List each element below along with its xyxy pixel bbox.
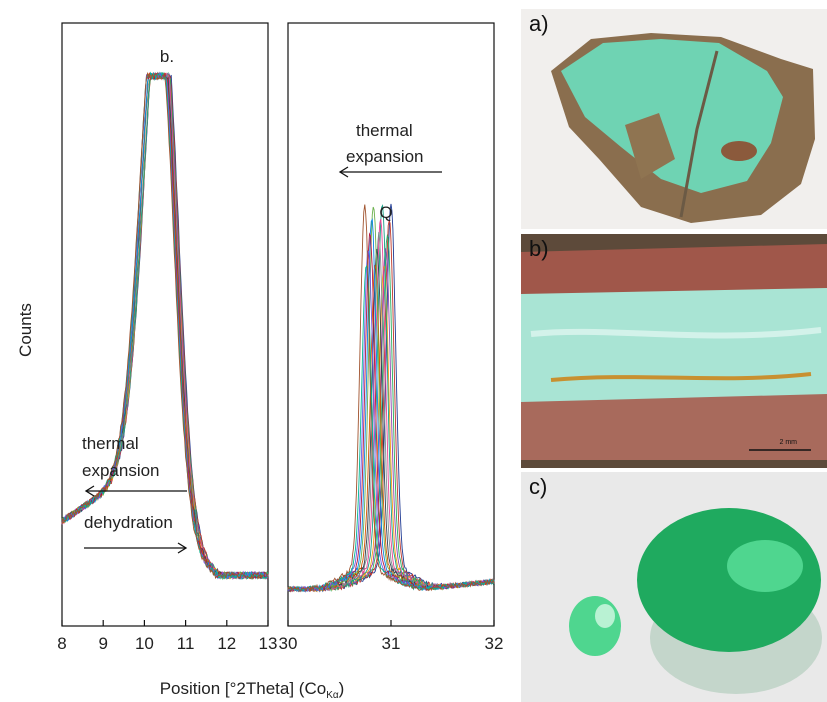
x-tick-label: 31 bbox=[382, 634, 401, 653]
x-tick-label: 10 bbox=[135, 634, 154, 653]
photo-c-large-gem-highlight bbox=[727, 540, 803, 592]
photo-c-gemstones: c) bbox=[521, 472, 827, 702]
left-series-line bbox=[61, 71, 269, 580]
left-plot-frame bbox=[61, 22, 269, 627]
x-axis-label-main: Position [°2Theta] (Co bbox=[160, 679, 327, 698]
x-axis-label: Position [°2Theta] (CoKα) bbox=[160, 679, 345, 701]
photo-c-small-gem-highlight bbox=[595, 604, 615, 628]
right-annotation-thermal: thermal bbox=[356, 121, 413, 140]
x-tick-label: 32 bbox=[485, 634, 504, 653]
photo-c-small-gem bbox=[569, 596, 621, 656]
photo-a-label: a) bbox=[529, 11, 549, 36]
photo-b-vein-streak bbox=[530, 327, 822, 339]
left-annotation-dehydration: dehydration bbox=[84, 513, 173, 532]
left-panel: b. thermal expansion dehydration 8 9 10 11 1… bbox=[57, 22, 277, 653]
left-arrow-left-icon bbox=[84, 485, 187, 497]
right-peak-label: Q bbox=[379, 203, 392, 222]
photo-a-inclusion bbox=[625, 113, 675, 179]
photo-a-mineral-specimen: a) bbox=[521, 9, 827, 229]
right-series-group bbox=[287, 203, 495, 593]
y-axis-label: Counts bbox=[16, 303, 35, 357]
x-tick-label: 8 bbox=[57, 634, 66, 653]
right-x-ticks: 30 31 32 bbox=[279, 620, 504, 653]
photo-b-thin-section: b) 2 mm bbox=[521, 234, 827, 468]
photo-c-label: c) bbox=[529, 474, 548, 499]
x-tick-label: 30 bbox=[279, 634, 298, 653]
photo-a-crack bbox=[679, 50, 719, 218]
left-annotation-thermal: thermal bbox=[82, 434, 139, 453]
right-arrow-left-icon bbox=[338, 166, 442, 178]
photo-b-orange-streak bbox=[550, 372, 812, 382]
left-series-line bbox=[61, 72, 269, 580]
left-annotation-expansion: expansion bbox=[82, 461, 160, 480]
x-tick-label: 12 bbox=[217, 634, 236, 653]
photo-b-scale-text: 2 mm bbox=[779, 439, 798, 446]
right-annotation-expansion: expansion bbox=[346, 147, 424, 166]
photo-a-spot bbox=[721, 141, 757, 161]
xrd-chart: Counts b. thermal expansion dehydration … bbox=[16, 22, 504, 701]
left-series-group bbox=[61, 71, 269, 581]
photo-b-green-band bbox=[521, 288, 827, 402]
right-panel: Q thermal expansion 30 31 32 bbox=[279, 22, 504, 653]
left-peak-label: b. bbox=[160, 47, 174, 66]
left-x-ticks: 8 9 10 11 12 13 bbox=[57, 620, 277, 653]
photo-b-label: b) bbox=[529, 236, 549, 261]
x-tick-label: 9 bbox=[98, 634, 107, 653]
x-tick-label: 11 bbox=[177, 634, 195, 653]
x-axis-label-close: ) bbox=[339, 679, 345, 698]
x-tick-label: 13 bbox=[259, 634, 278, 653]
right-series-line bbox=[287, 204, 495, 592]
left-arrow-right-icon bbox=[84, 542, 188, 554]
photo-b-lower-crust bbox=[521, 384, 827, 460]
x-axis-label-sub: Kα bbox=[326, 690, 339, 701]
